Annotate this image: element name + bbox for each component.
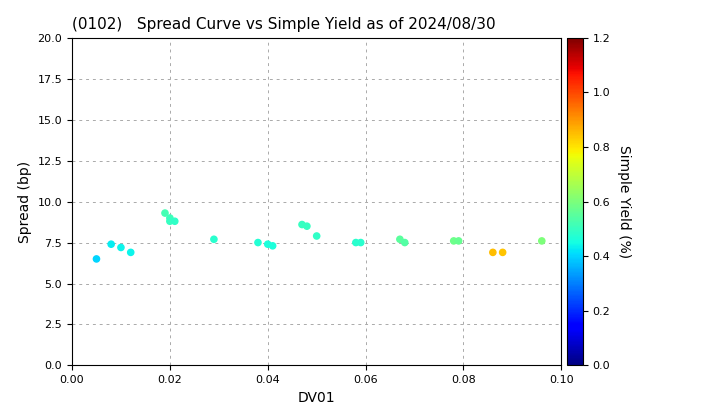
Point — [91, 255, 102, 262]
Point — [453, 238, 464, 244]
Point — [448, 238, 459, 244]
Point — [296, 221, 307, 228]
Point — [399, 239, 410, 246]
Text: (0102)   Spread Curve vs Simple Yield as of 2024/08/30: (0102) Spread Curve vs Simple Yield as o… — [72, 18, 495, 32]
Y-axis label: Simple Yield (%): Simple Yield (%) — [617, 145, 631, 258]
Point — [105, 241, 117, 247]
Point — [169, 218, 181, 225]
Point — [536, 238, 547, 244]
Point — [164, 218, 176, 225]
Point — [497, 249, 508, 256]
Point — [159, 210, 171, 216]
Point — [262, 241, 274, 247]
Point — [487, 249, 499, 256]
Point — [252, 239, 264, 246]
X-axis label: DV01: DV01 — [298, 391, 336, 405]
Point — [125, 249, 137, 256]
Point — [208, 236, 220, 243]
Point — [355, 239, 366, 246]
Point — [115, 244, 127, 251]
Point — [267, 242, 279, 249]
Point — [350, 239, 361, 246]
Point — [301, 223, 312, 229]
Point — [311, 233, 323, 239]
Point — [394, 236, 405, 243]
Y-axis label: Spread (bp): Spread (bp) — [18, 160, 32, 243]
Point — [164, 215, 176, 221]
